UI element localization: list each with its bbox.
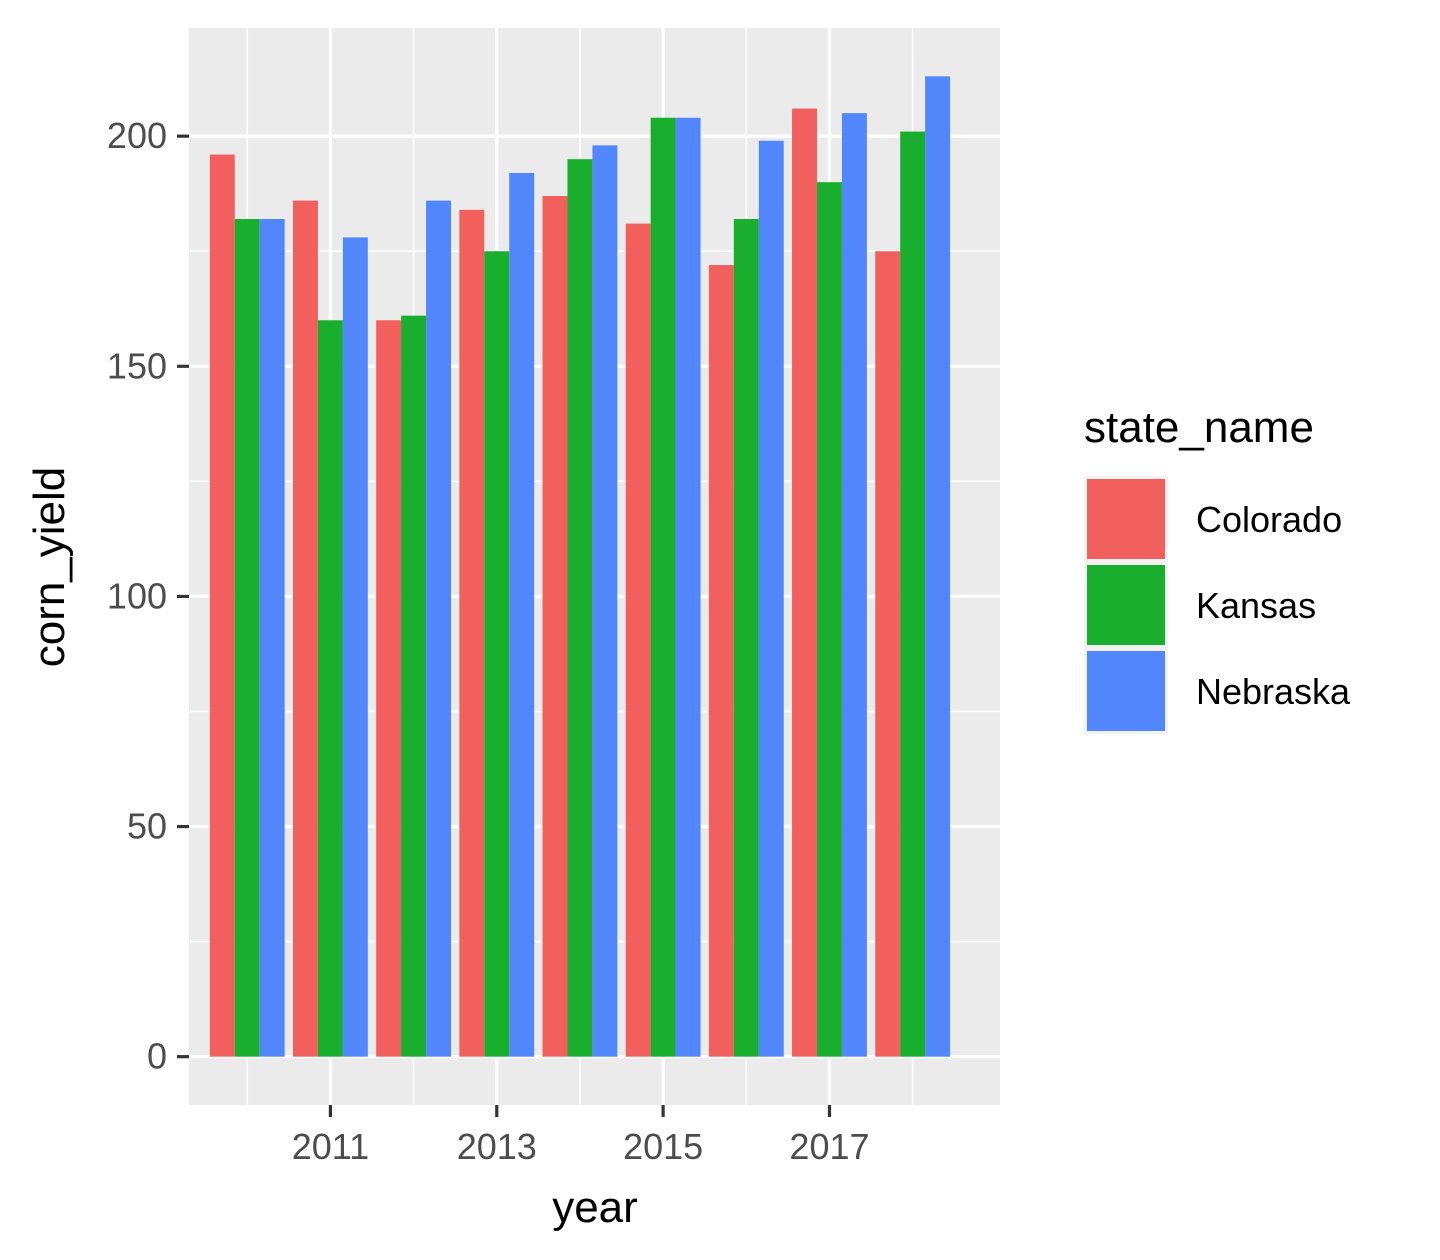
legend-label-colorado: Colorado [1196,499,1342,540]
legend-items: Colorado Kansas Nebraska [1084,476,1351,734]
legend-title: state_name [1084,403,1314,452]
bar-kansas-2017 [817,182,842,1057]
bar-nebraska-2015 [675,117,701,1057]
bar-colorado-2018 [875,251,901,1057]
x-tick-label: 2017 [789,1126,869,1167]
legend-label-kansas: Kansas [1196,585,1316,626]
bar-kansas-2012 [401,315,427,1057]
bar-colorado-2010 [209,154,235,1057]
bar-colorado-2016 [708,265,734,1057]
x-tick-label: 2011 [292,1126,369,1167]
bar-nebraska-2017 [841,113,867,1057]
legend-swatch-kansas [1087,565,1165,645]
bar-kansas-2013 [484,251,510,1057]
bar-kansas-2015 [650,117,676,1057]
y-tick-label: 100 [107,575,167,616]
legend: state_name Colorado Kansas Nebraska [1084,403,1351,734]
bar-nebraska-2012 [426,200,452,1057]
bar-colorado-2017 [792,108,818,1057]
bar-kansas-2018 [900,131,926,1057]
bar-colorado-2014 [542,195,568,1057]
legend-swatch-colorado [1087,479,1165,559]
bar-colorado-2011 [292,200,318,1057]
bar-kansas-2011 [317,320,343,1057]
bar-kansas-2010 [234,219,260,1057]
bar-nebraska-2011 [342,237,368,1057]
bar-kansas-2014 [567,159,593,1057]
y-axis-title: corn_yield [25,467,74,668]
y-tick-label: 150 [107,345,167,386]
x-axis-title: year [552,1183,638,1232]
y-tick-label: 50 [127,806,167,847]
x-tick-label: 2015 [623,1126,703,1167]
bar-nebraska-2013 [509,172,535,1057]
bar-colorado-2013 [459,209,485,1057]
bar-nebraska-2018 [925,76,951,1057]
bar-nebraska-2010 [259,219,285,1057]
y-tick-label: 0 [147,1036,167,1077]
x-tick-label: 2013 [457,1126,537,1167]
bars [209,76,951,1057]
bar-nebraska-2016 [758,140,784,1057]
bar-kansas-2016 [733,219,759,1057]
legend-swatch-nebraska [1087,651,1165,731]
bar-nebraska-2014 [592,145,618,1057]
axes: 0 50 100 150 200 2011 2013 2015 2017 [107,115,870,1167]
y-tick-label: 200 [107,115,167,156]
bar-colorado-2015 [625,223,651,1057]
bar-colorado-2012 [376,320,402,1057]
legend-label-nebraska: Nebraska [1196,671,1351,712]
